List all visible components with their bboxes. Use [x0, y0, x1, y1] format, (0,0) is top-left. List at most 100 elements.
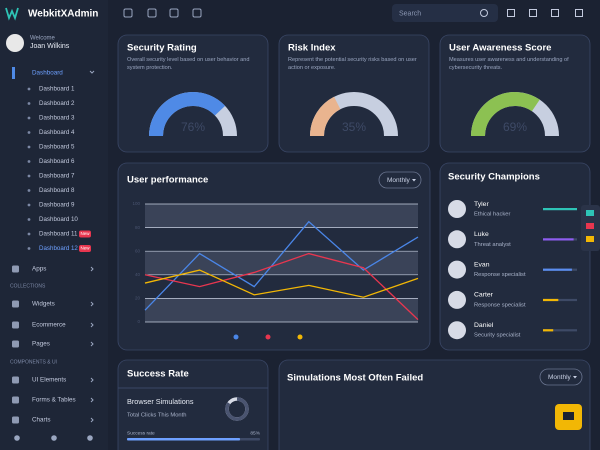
bullet — [27, 145, 31, 149]
card — [117, 359, 269, 450]
icon — [12, 265, 19, 273]
bullet — [27, 160, 31, 163]
dropdown-label: Monthly — [548, 374, 572, 381]
dropdown[interactable] — [539, 368, 583, 386]
menu-item[interactable]: Charts — [32, 417, 51, 424]
submenu-item[interactable]: Dashboard 10 — [39, 216, 78, 223]
badge: New — [81, 246, 91, 251]
submenu-item[interactable]: Dashboard 1 — [39, 86, 75, 93]
caret — [412, 179, 416, 182]
line-series — [144, 252, 419, 321]
menu-item[interactable]: Apps — [32, 266, 46, 273]
y-tick-label: 60 — [135, 248, 141, 253]
card-title: Success Rate — [127, 369, 189, 380]
card-title: Security Rating — [127, 43, 197, 54]
avatar — [448, 200, 466, 218]
icon — [12, 396, 19, 404]
submenu-item[interactable]: Dashboard 8 — [39, 187, 75, 194]
donut-value — [225, 397, 249, 421]
champion-role: Response specialist — [474, 302, 526, 308]
card-title: Security Champions — [448, 172, 540, 183]
submenu-item[interactable]: Dashboard 7 — [39, 173, 75, 180]
bullet — [27, 247, 31, 250]
submenu-item[interactable]: Dashboard 6 — [39, 158, 75, 165]
bullet — [27, 218, 31, 221]
gauge-value — [471, 92, 540, 137]
submenu-item[interactable]: Dashboard 2 — [39, 100, 75, 107]
chevron — [90, 377, 94, 383]
card-description: Overall security level based on user beh… — [127, 57, 250, 71]
badge — [79, 245, 91, 252]
menu-item[interactable]: UI Elements — [32, 377, 66, 384]
champion-name: Daniel — [474, 322, 494, 329]
header-icon[interactable] — [507, 9, 515, 17]
submenu-item[interactable]: Dashboard 4 — [39, 129, 75, 136]
widget-icon[interactable] — [586, 236, 594, 242]
progress-bar — [543, 298, 559, 302]
champion-role: Security specialist — [474, 333, 521, 339]
menu-item[interactable]: Ecommerce — [32, 322, 66, 329]
menu-active — [12, 67, 15, 79]
icon — [12, 416, 19, 424]
legend-dot — [233, 334, 239, 340]
subtitle: Browser Simulations — [127, 397, 194, 406]
card — [278, 359, 591, 450]
header-icon[interactable] — [551, 9, 559, 17]
champion-role: Ethical hacker — [474, 212, 510, 218]
brand: WebkitXAdmin — [28, 9, 98, 20]
menu-item[interactable]: Widgets — [32, 301, 55, 308]
user-name: Joan Wilkins — [30, 43, 70, 50]
grid-band — [145, 204, 418, 228]
champion-name: Evan — [474, 261, 490, 268]
card-title: Simulations Most Often Failed — [287, 373, 423, 384]
header-icon[interactable] — [529, 9, 537, 17]
submenu-item[interactable]: Dashboard 12 — [39, 245, 78, 252]
submenu-item[interactable]: Dashboard 5 — [39, 144, 75, 151]
chevron — [90, 417, 94, 423]
bullet — [27, 131, 31, 134]
menu-item[interactable]: Forms & Tables — [32, 397, 76, 404]
progress-bar — [543, 268, 572, 271]
sidebar — [0, 0, 108, 450]
bullet — [27, 189, 31, 192]
widget-icon[interactable] — [586, 223, 594, 229]
submenu-item[interactable]: Dashboard 3 — [39, 115, 75, 122]
menu-item[interactable]: Pages — [32, 341, 50, 348]
avatar — [6, 34, 24, 52]
bullet — [27, 87, 31, 91]
card-title: User Awareness Score — [449, 43, 551, 54]
bullet — [27, 116, 31, 120]
dropdown-label: Monthly — [387, 177, 411, 184]
avatar — [448, 290, 466, 309]
chevron — [90, 322, 94, 328]
bullet — [27, 232, 31, 236]
champion-name: Carter — [474, 292, 494, 299]
header-icon[interactable] — [575, 9, 583, 17]
bullet — [27, 174, 31, 178]
footer-icon — [51, 435, 57, 441]
search-icon — [480, 9, 488, 17]
y-tick-label: 20 — [135, 296, 141, 301]
section-heading: COLLECTIONS — [10, 283, 46, 289]
card-description: Represent the potential security risks b… — [288, 57, 417, 71]
search-box[interactable] — [392, 4, 498, 22]
icon — [12, 376, 19, 384]
champion-role: Threat analyst — [474, 242, 511, 248]
chevron — [90, 301, 94, 307]
progress-track — [543, 298, 577, 302]
gauge-value — [149, 92, 226, 137]
avatar — [448, 321, 466, 340]
y-tick-label: 40 — [135, 272, 141, 277]
caption: Total Clicks This Month — [127, 413, 187, 419]
grid-band — [145, 298, 418, 322]
card-description: Measures user awareness and understandin… — [449, 57, 569, 71]
widget-icon[interactable] — [586, 210, 594, 216]
search-placeholder: Search — [399, 10, 421, 17]
icon — [12, 300, 19, 308]
submenu-item[interactable]: Dashboard 9 — [39, 202, 75, 209]
bullet — [27, 102, 31, 105]
submenu-item[interactable]: Dashboard 11 — [39, 231, 78, 238]
dropdown[interactable] — [378, 171, 422, 189]
